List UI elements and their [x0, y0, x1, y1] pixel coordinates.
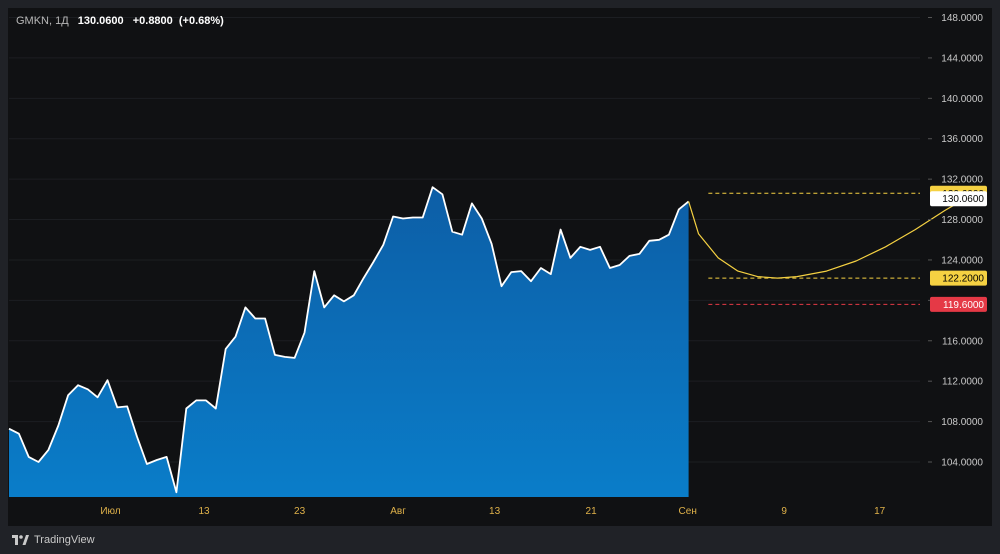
last-price-tag-bg[interactable] [930, 191, 987, 207]
forecast-curve[interactable] [688, 196, 968, 279]
tradingview-branding[interactable]: TradingView [12, 534, 95, 546]
y-tick-label: 108.0000 [941, 417, 983, 428]
y-tick-label: 148.0000 [941, 13, 983, 24]
y-tick-label: 124.0000 [941, 255, 983, 266]
price-scale[interactable] [928, 8, 992, 526]
y-tick-label: 104.0000 [941, 458, 983, 469]
x-tick-label: 23 [294, 506, 306, 517]
last-price-tag[interactable]: 130.0600 [942, 194, 984, 205]
y-tick-label: 132.0000 [941, 175, 983, 186]
tradingview-logo-icon [12, 535, 29, 545]
x-tick-label: Сен [679, 506, 697, 517]
symbol-name[interactable]: GMKN [16, 15, 49, 27]
y-tick-label: 144.0000 [941, 53, 983, 64]
level-price-tag[interactable]: 119.6000 [943, 300, 984, 311]
x-tick-label: 9 [781, 506, 787, 517]
y-tick-label: 136.0000 [941, 134, 983, 145]
level-price-tag-bg[interactable] [930, 270, 987, 286]
y-tick-label: 116.0000 [942, 336, 983, 347]
x-tick-label: Авг [390, 506, 406, 517]
price-change-percent: (+0.68%) [178, 15, 224, 27]
y-tick-label: 128.0000 [941, 215, 983, 226]
level-price-tag-bg[interactable] [930, 296, 987, 312]
x-tick-label: 17 [874, 506, 886, 517]
symbol-header: GMKN, 1Д 130.0600 +0.8800 (+0.68%) [16, 15, 224, 27]
x-tick-label: 13 [489, 506, 501, 517]
x-tick-label: 13 [198, 506, 210, 517]
tradingview-name: TradingView [34, 534, 95, 546]
level-price-tag[interactable]: 122.2000 [942, 274, 984, 285]
price-area-fill [9, 187, 689, 497]
y-tick-label: 140.0000 [941, 94, 983, 105]
last-price: 130.0600 [77, 15, 124, 27]
header-separator: , [49, 15, 53, 27]
price-change: +0.8800 [132, 15, 173, 27]
y-tick-label: 112.0000 [942, 377, 983, 388]
price-line [8, 186, 690, 494]
x-tick-label: 21 [586, 506, 598, 517]
interval-label[interactable]: 1Д [55, 15, 69, 27]
x-tick-label: Июл [100, 506, 120, 517]
